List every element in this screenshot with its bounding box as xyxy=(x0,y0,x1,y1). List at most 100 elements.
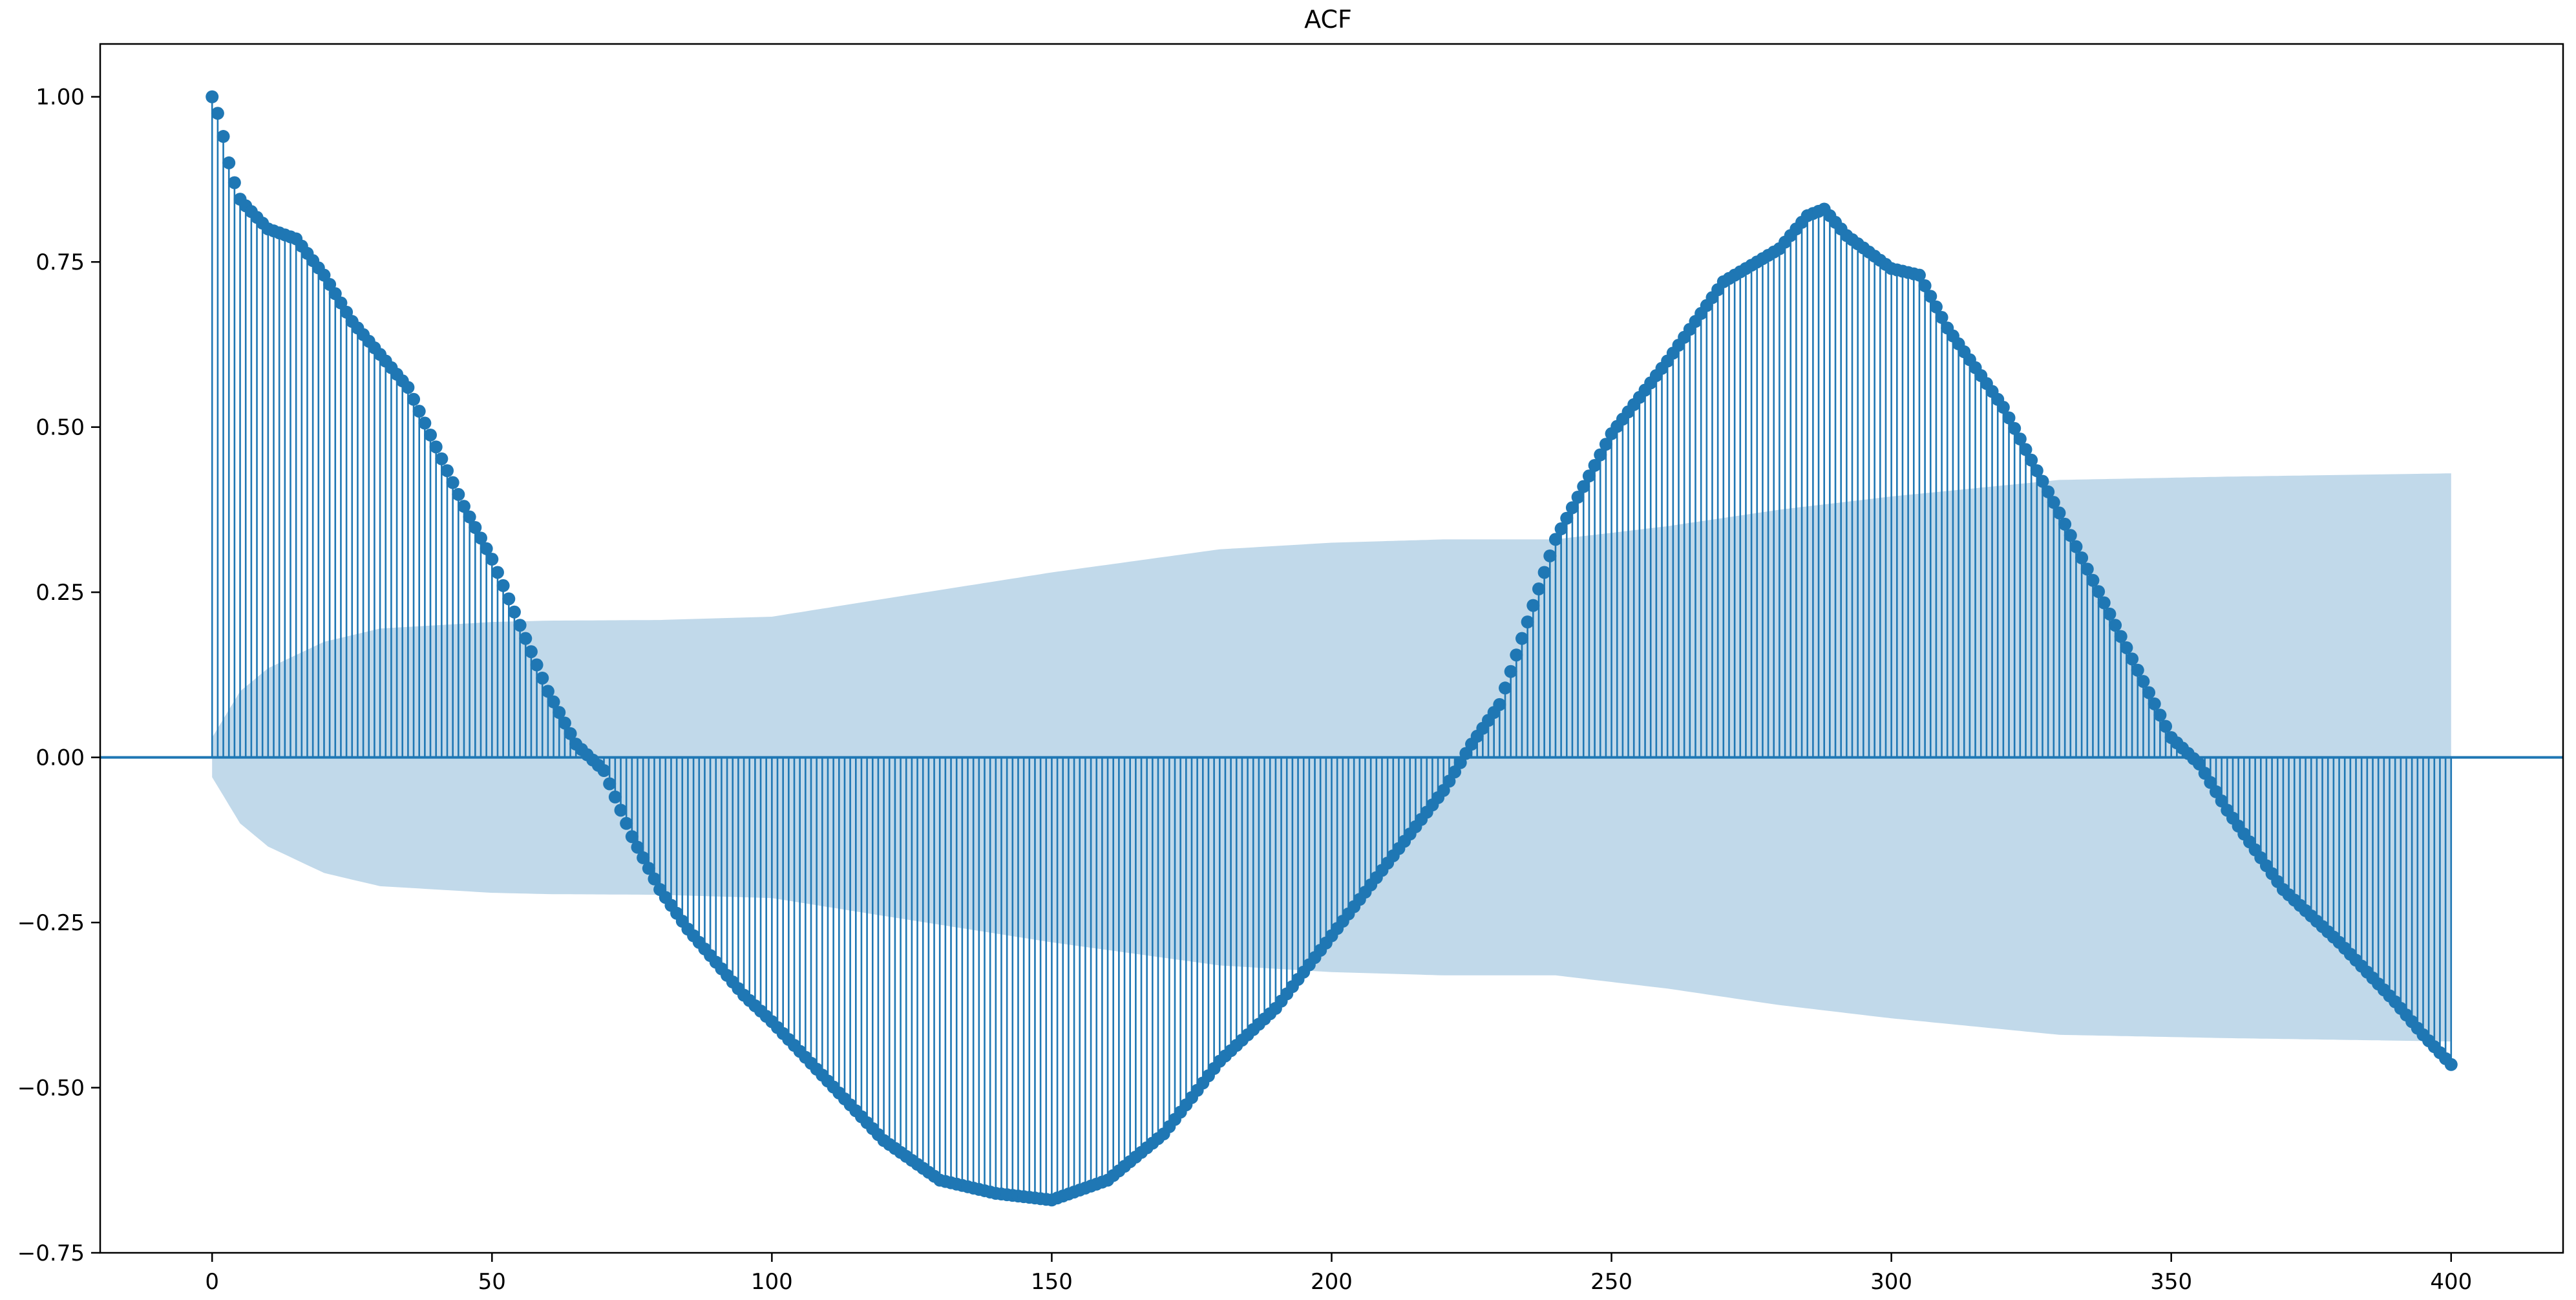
acf-marker xyxy=(323,277,337,291)
acf-marker xyxy=(2069,540,2083,553)
y-tick-label: 0.25 xyxy=(36,580,85,606)
acf-marker xyxy=(1537,566,1551,579)
x-tick-label: 100 xyxy=(751,1269,793,1295)
acf-marker xyxy=(547,695,560,709)
acf-marker xyxy=(1912,268,1926,282)
acf-marker xyxy=(637,851,650,864)
acf-marker xyxy=(222,156,236,169)
acf-marker xyxy=(441,464,454,478)
acf-marker xyxy=(407,392,421,406)
acf-marker xyxy=(485,553,499,566)
acf-marker xyxy=(1437,783,1450,797)
acf-marker xyxy=(412,405,426,418)
acf-marker xyxy=(1548,533,1562,546)
acf-marker xyxy=(2047,496,2060,509)
acf-marker xyxy=(1599,438,1612,451)
acf-marker xyxy=(2159,719,2173,733)
acf-marker xyxy=(1504,665,1517,678)
acf-marker xyxy=(446,476,459,489)
acf-marker xyxy=(564,727,577,740)
acf-marker xyxy=(206,90,219,103)
acf-marker xyxy=(625,830,639,844)
acf-marker xyxy=(2193,757,2206,771)
acf-marker xyxy=(2036,474,2049,488)
acf-marker xyxy=(1554,522,1568,536)
acf-marker xyxy=(2042,485,2055,498)
acf-marker xyxy=(1935,311,1948,325)
acf-marker xyxy=(631,840,644,854)
acf-marker xyxy=(1499,681,1512,695)
acf-marker xyxy=(2025,453,2038,467)
acf-marker xyxy=(2137,675,2150,688)
acf-marker xyxy=(211,107,224,120)
acf-marker xyxy=(2002,411,2016,425)
acf-marker xyxy=(1493,698,1506,711)
acf-marker xyxy=(491,566,504,579)
acf-marker xyxy=(424,428,438,442)
acf-marker xyxy=(334,296,348,310)
acf-marker xyxy=(2097,596,2111,610)
x-tick-label: 250 xyxy=(1590,1269,1632,1295)
x-tick-label: 0 xyxy=(205,1269,219,1295)
acf-marker xyxy=(1532,582,1545,596)
acf-marker xyxy=(2142,686,2156,699)
acf-marker xyxy=(536,671,549,685)
acf-stems xyxy=(211,96,2453,1200)
acf-marker xyxy=(524,645,538,659)
acf-marker xyxy=(642,862,655,875)
chart-title: ACF xyxy=(1304,5,1352,34)
x-tick-label: 300 xyxy=(1870,1269,1912,1295)
acf-marker xyxy=(2058,517,2072,531)
acf-marker xyxy=(558,716,571,730)
acf-marker xyxy=(2131,663,2144,677)
acf-marker xyxy=(1442,774,1456,788)
acf-marker xyxy=(2148,697,2161,710)
plot-area xyxy=(100,90,2563,1207)
acf-marker xyxy=(1924,290,1937,303)
acf-marker xyxy=(2444,1058,2458,1071)
acf-marker xyxy=(530,658,544,672)
acf-marker xyxy=(2153,709,2167,722)
acf-marker xyxy=(597,764,611,778)
acf-marker xyxy=(435,452,449,465)
acf-marker xyxy=(227,176,241,189)
acf-marker xyxy=(2013,432,2027,446)
acf-marker xyxy=(2086,573,2100,587)
acf-marker xyxy=(328,287,342,301)
acf-marker xyxy=(507,605,521,619)
acf-marker xyxy=(429,440,443,454)
acf-marker xyxy=(2080,562,2094,576)
acf-marker xyxy=(2114,630,2127,643)
acf-marker xyxy=(2030,464,2043,478)
acf-marker xyxy=(317,268,331,282)
acf-marker xyxy=(502,592,516,606)
acf-marker xyxy=(469,521,482,534)
acf-marker xyxy=(553,706,566,719)
y-tick-label: −0.50 xyxy=(17,1076,85,1102)
x-tick-label: 400 xyxy=(2430,1269,2472,1295)
acf-marker xyxy=(2103,607,2117,621)
y-tick-label: 0.00 xyxy=(36,745,85,771)
acf-marker xyxy=(1560,511,1574,525)
acf-marker xyxy=(1588,458,1601,472)
acf-marker xyxy=(2215,794,2228,808)
acf-marker xyxy=(1448,765,1462,779)
y-tick-label: −0.25 xyxy=(17,910,85,936)
acf-marker xyxy=(620,816,633,830)
acf-marker xyxy=(2008,421,2022,435)
acf-marker xyxy=(1571,490,1585,504)
acf-marker xyxy=(1459,747,1473,760)
acf-marker xyxy=(1515,632,1528,645)
acf-marker xyxy=(1582,469,1596,483)
acf-marker xyxy=(401,381,415,394)
acf-marker xyxy=(603,777,617,791)
acf-marker xyxy=(1918,279,1932,292)
acf-marker xyxy=(2209,785,2222,798)
y-axis: −0.75 −0.50 −0.25 0.00 0.25 0.50 0.75 1.00 xyxy=(17,85,100,1266)
acf-marker xyxy=(1577,480,1590,493)
acf-marker xyxy=(2126,652,2139,666)
acf-marker xyxy=(1543,549,1557,562)
acf-marker xyxy=(2109,619,2122,632)
acf-marker xyxy=(474,531,487,545)
acf-marker xyxy=(1521,615,1534,629)
